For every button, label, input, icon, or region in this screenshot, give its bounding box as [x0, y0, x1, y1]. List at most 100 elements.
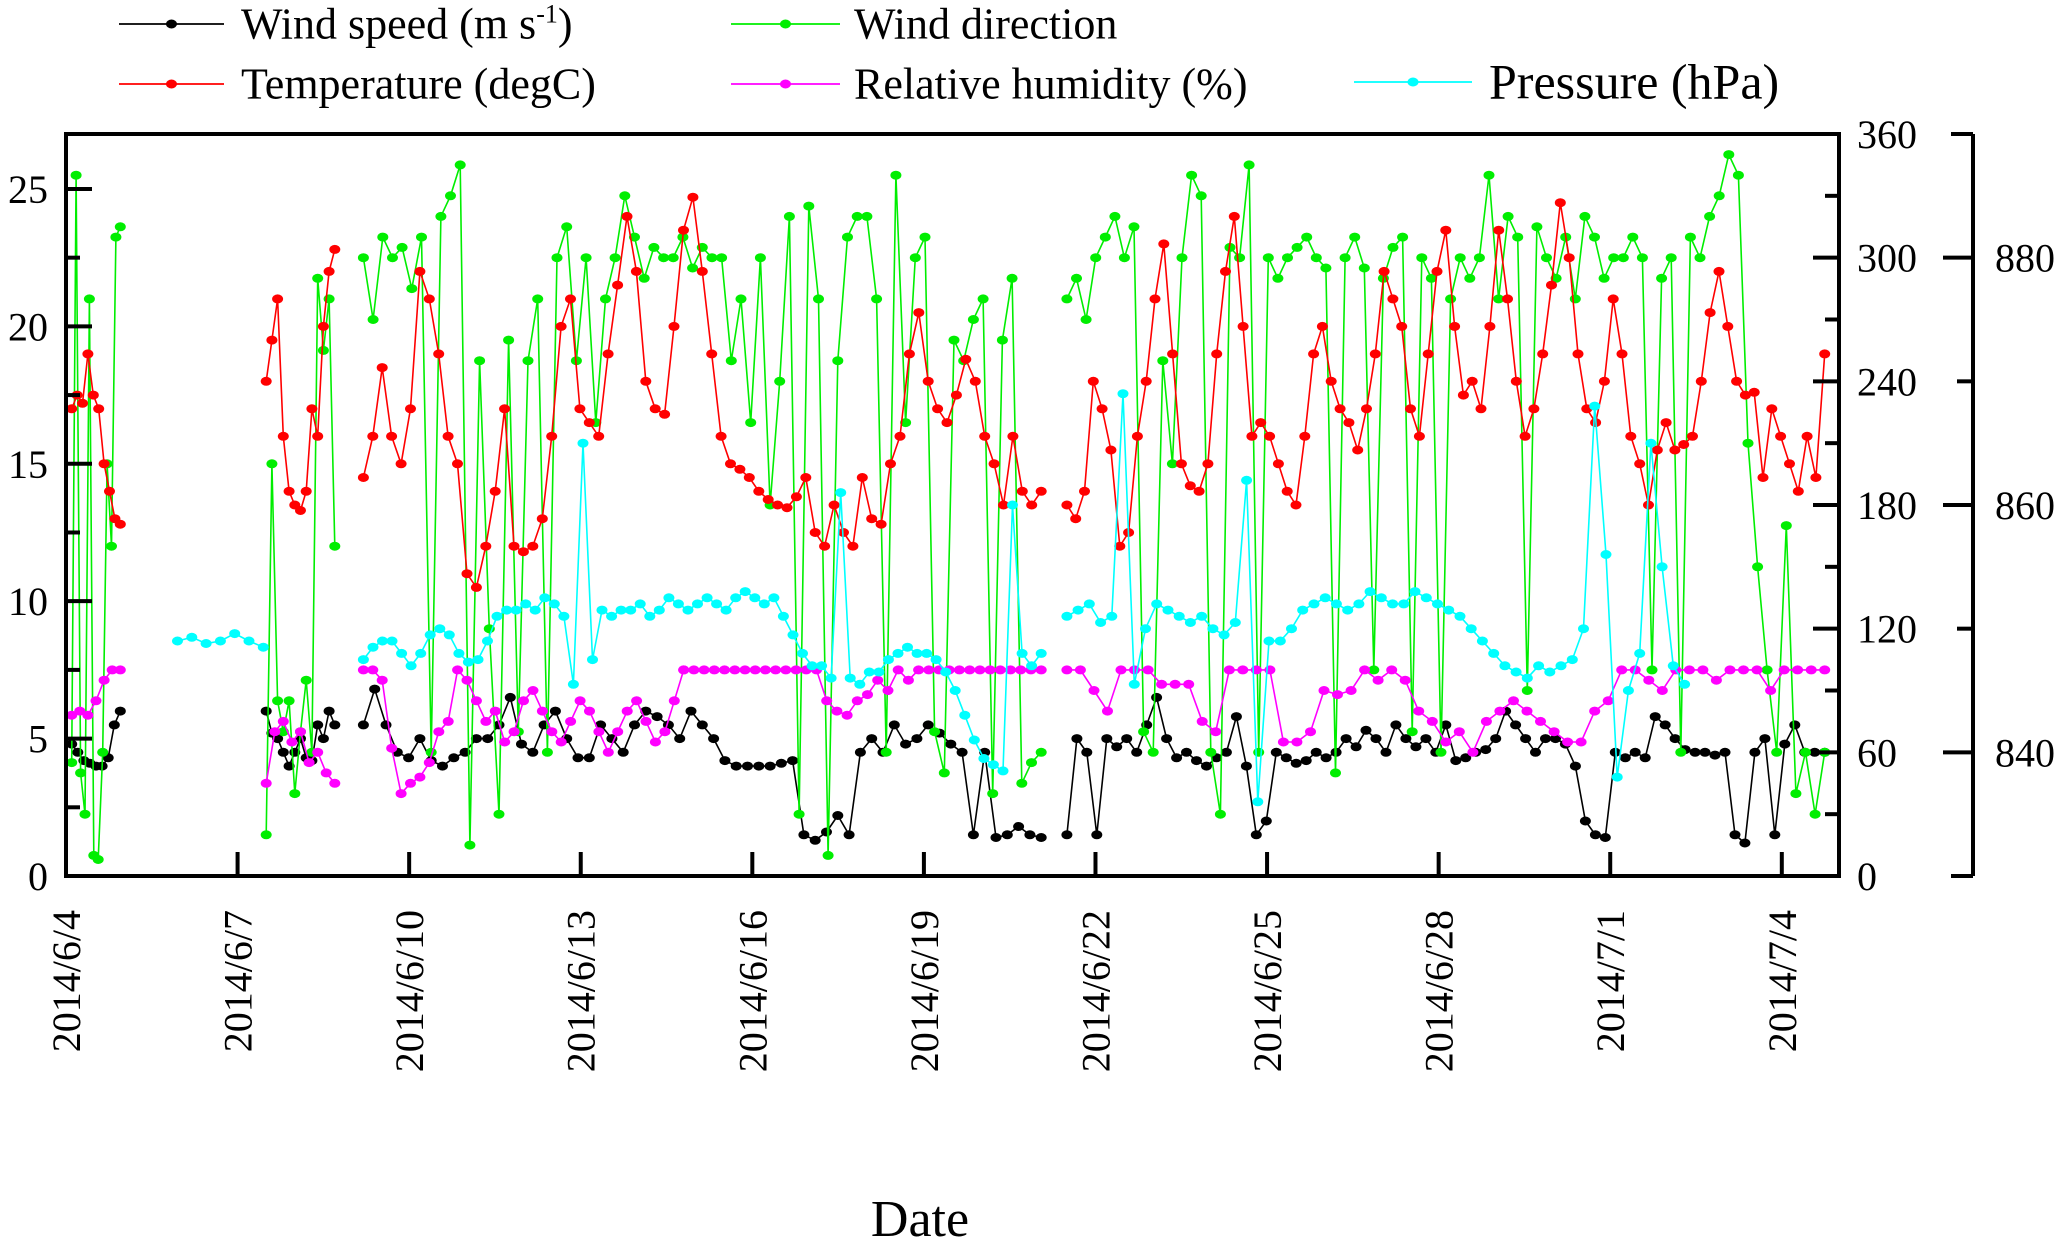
data-point — [1091, 830, 1103, 840]
data-point — [461, 675, 473, 685]
data-point — [1643, 675, 1655, 685]
data-point — [856, 473, 868, 482]
data-point — [1035, 665, 1047, 675]
data-point — [978, 754, 990, 763]
data-point — [1024, 830, 1036, 840]
data-point — [1801, 431, 1813, 441]
data-point — [997, 766, 1009, 776]
data-point — [1675, 747, 1687, 757]
data-point — [1699, 747, 1711, 757]
data-point — [873, 667, 885, 677]
pressure-tick-label: 840 — [1995, 730, 2055, 775]
data-point — [377, 232, 389, 242]
data-point — [929, 727, 941, 737]
data-point — [1370, 734, 1382, 744]
data-point — [615, 605, 627, 615]
data-point — [1176, 253, 1188, 263]
data-point — [667, 253, 679, 263]
legend-label: Wind speed (m s-1) — [241, 0, 573, 49]
data-point — [1510, 720, 1522, 730]
data-point — [1211, 349, 1223, 359]
data-point — [1026, 500, 1038, 510]
data-point — [329, 778, 341, 788]
data-point — [87, 390, 99, 400]
data-point — [968, 735, 980, 745]
legend-label-text: Relative humidity (%) — [854, 60, 1247, 109]
data-point — [1600, 550, 1612, 559]
data-point — [1181, 747, 1192, 757]
data-point — [629, 720, 640, 730]
data-point — [885, 459, 896, 469]
data-point — [376, 363, 388, 373]
data-point — [950, 390, 962, 400]
data-point — [1810, 473, 1822, 482]
data-point — [1343, 418, 1355, 428]
x-tick-label: 2014/6/25 — [1245, 910, 1290, 1072]
data-point — [1602, 696, 1614, 706]
data-point — [367, 431, 379, 441]
data-point — [1253, 747, 1265, 757]
data-point — [272, 734, 284, 744]
pressure-tick-label: 860 — [1995, 483, 2055, 528]
data-point — [593, 431, 605, 441]
data-point — [283, 696, 295, 706]
data-point — [930, 655, 942, 665]
data-point — [758, 599, 770, 609]
data-point — [1454, 611, 1466, 621]
legend: Wind speed (m s-1) Wind direction Temperat… — [119, 0, 1779, 110]
data-point — [329, 720, 341, 730]
data-point — [1800, 747, 1811, 757]
data-point — [1589, 706, 1601, 716]
legend-marker — [780, 19, 791, 29]
data-point — [1572, 349, 1584, 359]
data-point — [1502, 294, 1513, 304]
data-point — [1387, 294, 1399, 304]
left-tick-label: 20 — [8, 304, 48, 349]
data-point — [1453, 727, 1465, 737]
data-point — [729, 665, 741, 675]
data-point — [1400, 734, 1412, 744]
data-point — [685, 706, 697, 716]
data-point — [489, 486, 501, 496]
data-point — [470, 734, 482, 744]
data-point — [1484, 321, 1496, 331]
data-point — [619, 191, 631, 201]
series-wind-speed-m-s — [66, 684, 1831, 848]
data-point — [1114, 541, 1126, 551]
data-point — [775, 758, 787, 768]
data-point — [1358, 263, 1370, 273]
data-point — [938, 768, 950, 778]
data-point — [1138, 727, 1150, 737]
data-point — [489, 706, 501, 716]
data-point — [696, 266, 708, 276]
data-point — [1466, 376, 1478, 386]
data-point — [606, 734, 618, 744]
data-point — [416, 232, 427, 242]
data-point — [1340, 734, 1352, 744]
data-point — [1151, 692, 1163, 702]
data-point — [998, 500, 1009, 510]
data-point — [283, 761, 295, 771]
data-point — [1255, 418, 1267, 428]
left-tick-label: 25 — [8, 167, 48, 212]
data-point — [1035, 833, 1047, 842]
data-point — [114, 519, 126, 529]
data-point — [376, 675, 388, 685]
data-point — [1345, 686, 1357, 695]
data-point — [1413, 706, 1425, 716]
data-point — [1544, 667, 1556, 677]
data-point — [1290, 758, 1302, 768]
data-point — [617, 747, 629, 757]
data-point — [1790, 789, 1802, 799]
data-point — [1386, 665, 1398, 675]
data-point — [866, 734, 878, 744]
data-point — [424, 630, 436, 640]
data-point — [816, 661, 828, 671]
data-point — [97, 747, 109, 757]
data-point — [806, 661, 818, 671]
data-point — [367, 665, 379, 675]
data-point — [1742, 438, 1754, 448]
data-point — [1510, 667, 1522, 677]
data-point — [1749, 747, 1761, 757]
series-temperature-degc — [66, 192, 1831, 592]
